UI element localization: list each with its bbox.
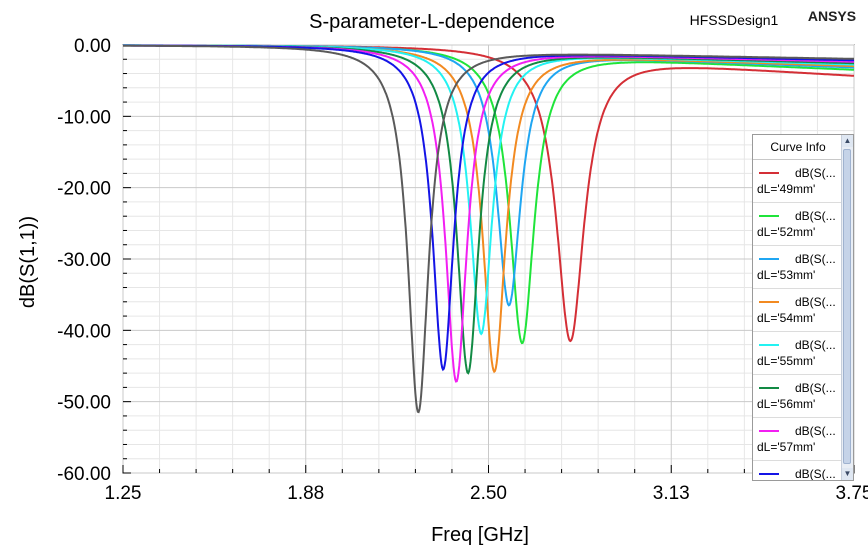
legend-param-label: dL='49mm' [757, 182, 816, 196]
legend-param-label: dL='56mm' [757, 397, 816, 411]
legend-item[interactable]: dB(S(... dL='52mm' [753, 203, 843, 246]
x-axis-label: Freq [GHz] [431, 524, 529, 546]
legend-series-label: dB(S(... [795, 166, 836, 180]
legend-swatch [759, 387, 779, 389]
legend-item[interactable]: dB(S(... dL='54mm' [753, 289, 843, 332]
legend-item[interactable]: dB(S(... dL='49mm' [753, 160, 843, 203]
legend-list: dB(S(... dL='49mm' dB(S(... dL='52mm' dB(S(.… [753, 160, 843, 480]
x-tick-label: 3.13 [653, 483, 690, 504]
y-tick-label: -30.00 [57, 250, 111, 271]
scroll-down-icon[interactable]: ▼ [842, 468, 853, 480]
legend-param-label: dL='53mm' [757, 268, 816, 282]
legend-item[interactable]: dB(S(... dL='56mm' [753, 375, 843, 418]
x-tick-label: 1.25 [105, 483, 142, 504]
legend-swatch [759, 215, 779, 217]
legend-item[interactable]: dB(S(... dL='53mm' [753, 246, 843, 289]
legend-series-label: dB(S(... [795, 467, 836, 480]
legend-swatch [759, 172, 779, 174]
y-tick-label: -40.00 [57, 321, 111, 342]
legend-swatch [759, 301, 779, 303]
x-tick-label: 2.50 [470, 483, 507, 504]
x-tick-label: 3.75 [836, 483, 868, 504]
curves [123, 44, 855, 414]
y-tick-label: -20.00 [57, 179, 111, 200]
series-line [123, 44, 854, 414]
legend-scrollbar[interactable]: ▲ ▼ [841, 135, 853, 480]
y-tick-label: -60.00 [57, 464, 111, 485]
legend-param-label: dL='55mm' [757, 354, 816, 368]
axis-ticks [122, 44, 855, 474]
tick-labels: 1.25 1.88 2.50 3.13 3.75 0.00 -10.00 -20.00 -30.… [57, 36, 868, 504]
legend-series-label: dB(S(... [795, 381, 836, 395]
legend-param-label: dL='52mm' [757, 225, 816, 239]
y-axis-label: dB(S(1,1)) [17, 216, 39, 308]
legend-series-label: dB(S(... [795, 295, 836, 309]
brand-logo: ANSYS [808, 8, 856, 24]
curve-info-legend[interactable]: Curve Info dB(S(... dL='49mm' dB(S(... dL='… [752, 134, 854, 481]
y-tick-label: 0.00 [74, 36, 111, 57]
legend-item[interactable]: dB(S(... [753, 461, 843, 480]
legend-swatch [759, 344, 779, 346]
y-tick-label: -10.00 [57, 107, 111, 128]
legend-series-label: dB(S(... [795, 252, 836, 266]
legend-param-label: dL='54mm' [757, 311, 816, 325]
design-name: HFSSDesign1 [690, 12, 779, 28]
legend-title: Curve Info [753, 135, 843, 160]
chart-title: S-parameter-L-dependence [309, 11, 555, 33]
legend-swatch [759, 430, 779, 432]
legend-item[interactable]: dB(S(... dL='55mm' [753, 332, 843, 375]
legend-series-label: dB(S(... [795, 209, 836, 223]
y-tick-label: -50.00 [57, 393, 111, 414]
legend-swatch [759, 473, 779, 475]
legend-swatch [759, 258, 779, 260]
legend-param-label: dL='57mm' [757, 440, 816, 454]
legend-item[interactable]: dB(S(... dL='57mm' [753, 418, 843, 461]
scroll-up-icon[interactable]: ▲ [842, 135, 853, 147]
legend-series-label: dB(S(... [795, 338, 836, 352]
legend-series-label: dB(S(... [795, 424, 836, 438]
scroll-thumb[interactable] [843, 149, 851, 464]
x-tick-label: 1.88 [287, 483, 324, 504]
